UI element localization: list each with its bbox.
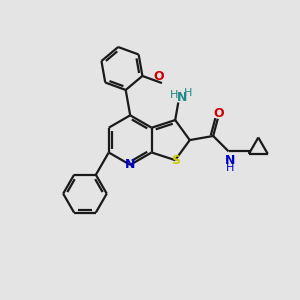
Text: H: H	[225, 163, 234, 173]
Text: N: N	[177, 91, 188, 104]
Text: S: S	[171, 154, 180, 166]
Text: H: H	[184, 88, 192, 98]
Text: N: N	[224, 154, 235, 167]
Text: O: O	[214, 107, 224, 120]
Text: N: N	[125, 158, 135, 171]
Text: H: H	[170, 90, 178, 100]
Text: O: O	[154, 70, 164, 83]
